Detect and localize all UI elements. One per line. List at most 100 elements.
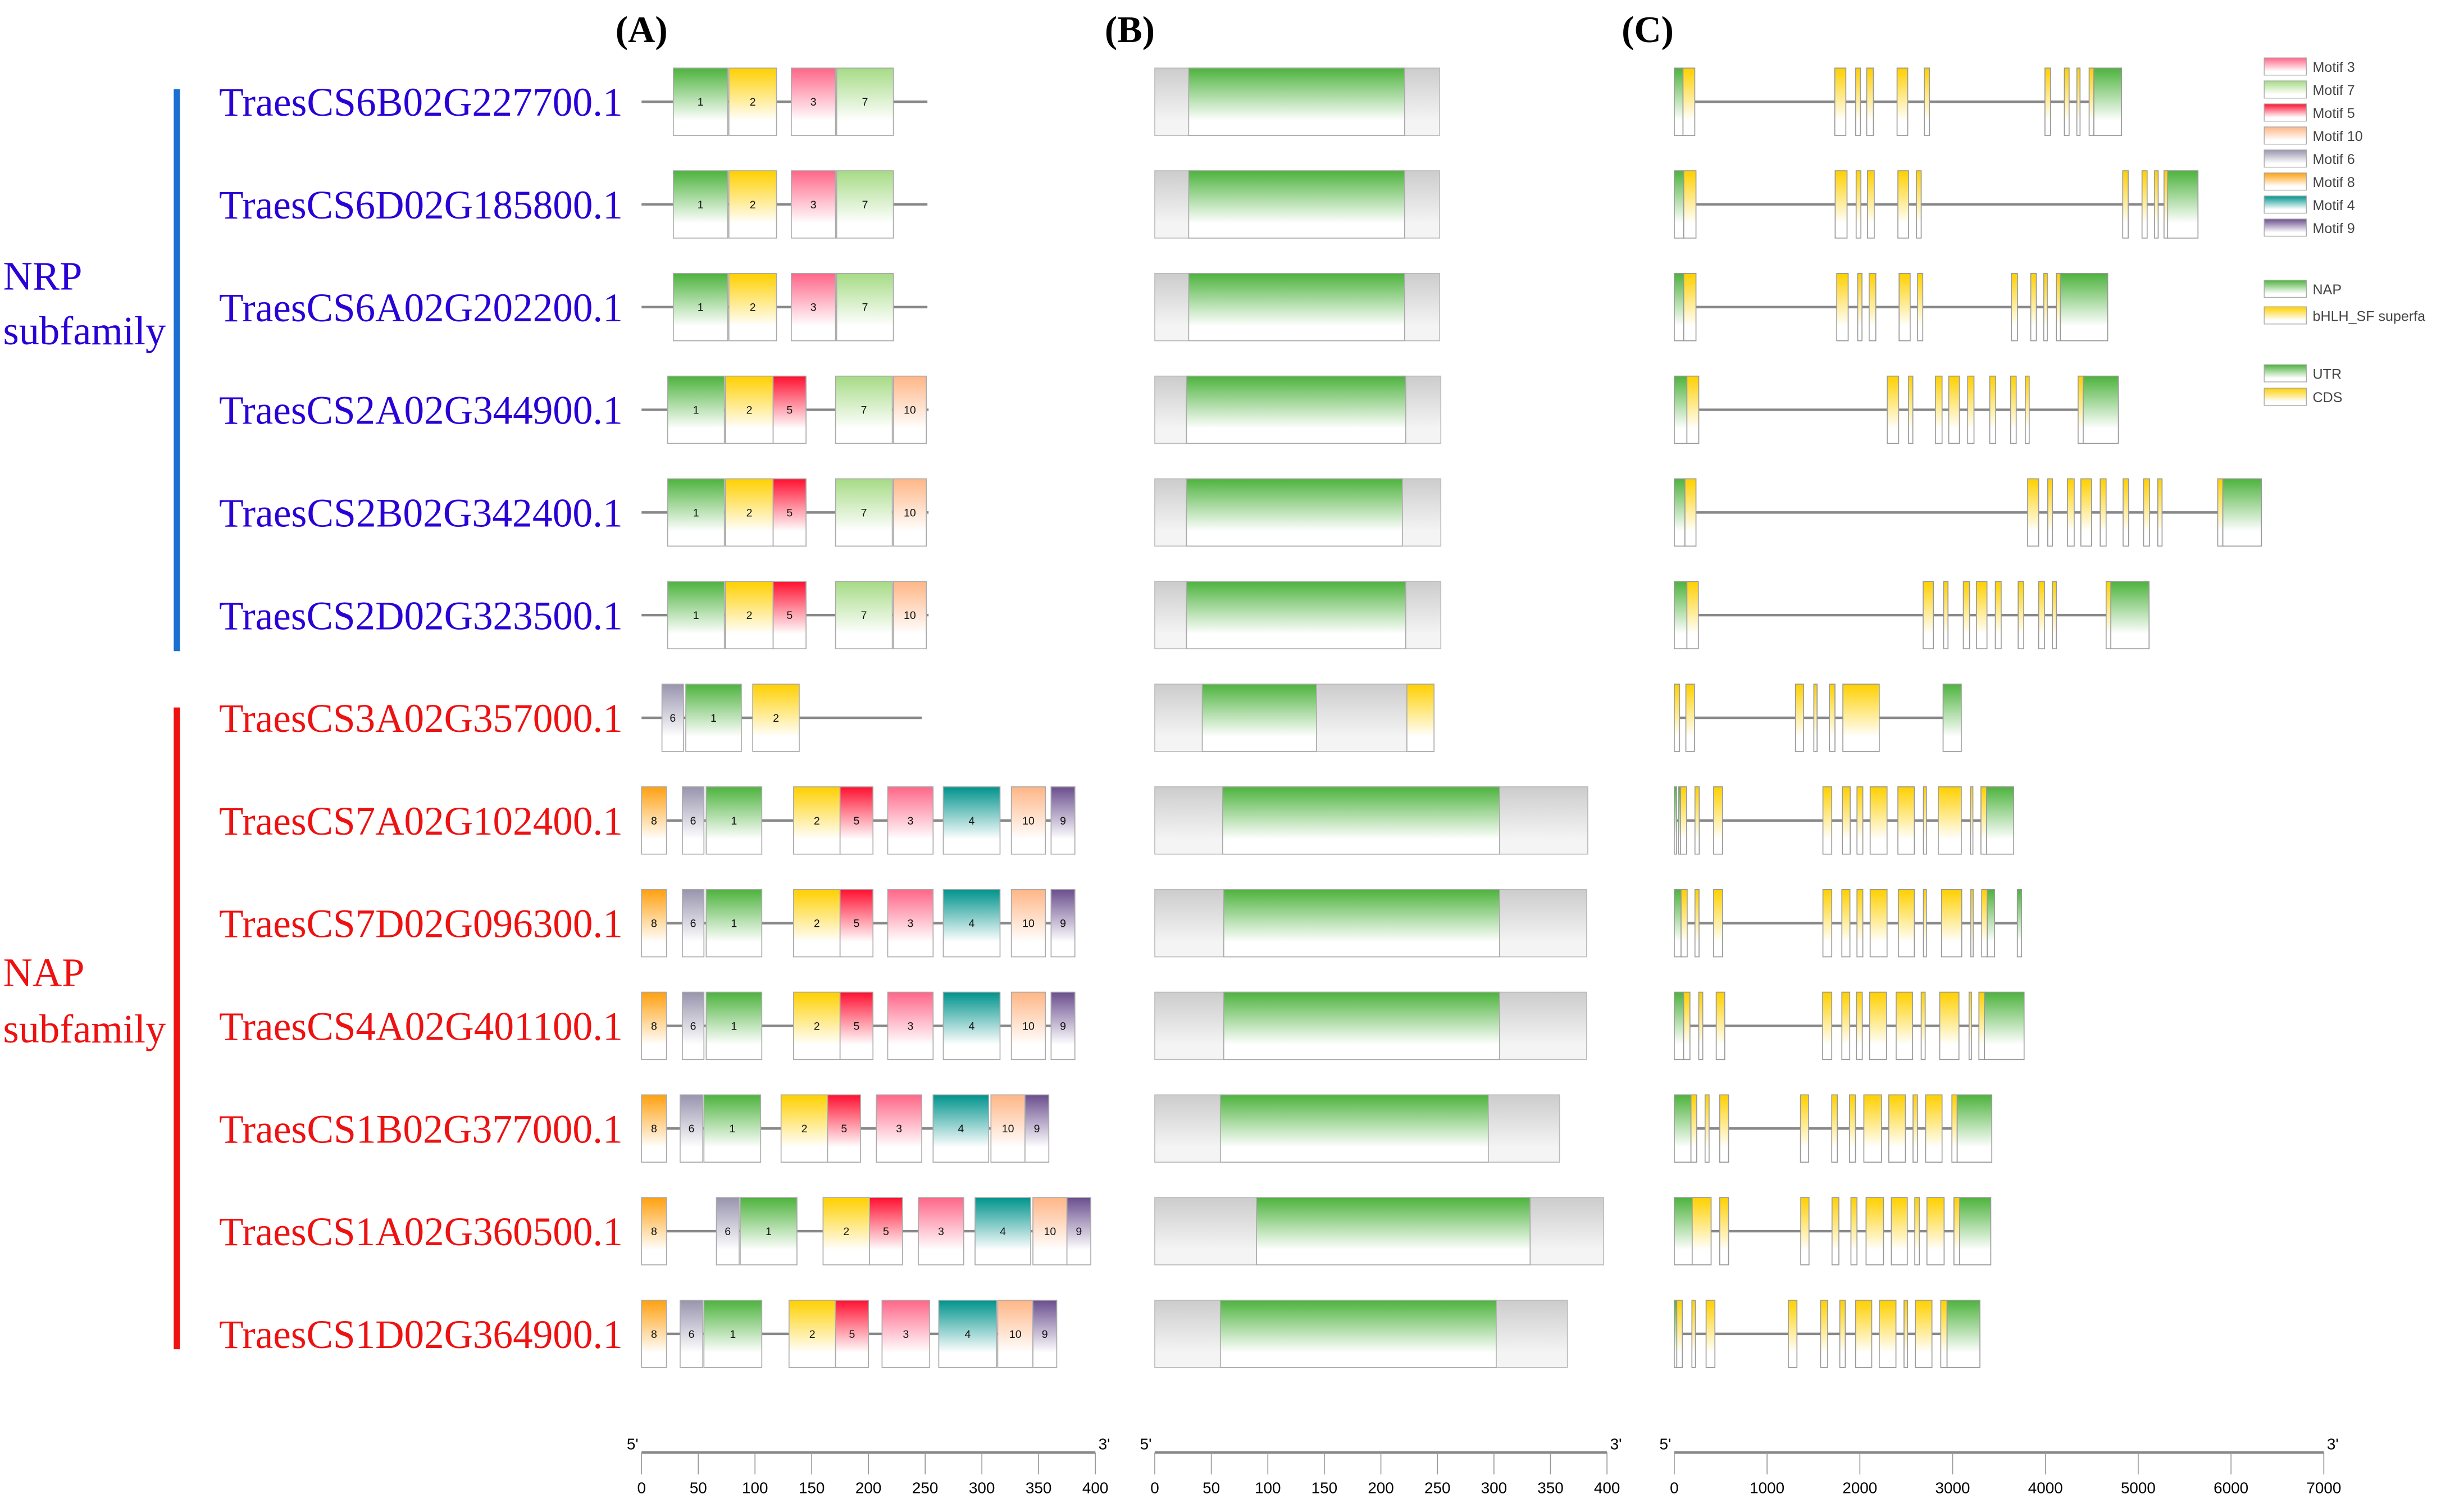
cds-exon [1684, 478, 1697, 547]
legend-label: Motif 5 [2313, 106, 2355, 121]
motif-number: 10 [1009, 1328, 1022, 1341]
legend: Motif 3 Motif 7 Motif 5 Motif 10 Motif 6 Moti… [2264, 57, 2425, 406]
motif-number: 7 [861, 507, 867, 519]
motif-1-box [667, 478, 725, 547]
motif-1-box [672, 170, 728, 239]
cds-exon [1914, 1197, 1920, 1265]
motif-7-box [836, 170, 894, 239]
cds-exon [1865, 1197, 1884, 1265]
legend-swatch [2264, 126, 2307, 145]
cds-exon [1869, 273, 1877, 341]
utr-exon [1674, 375, 1688, 444]
motif-number: 8 [651, 1328, 657, 1341]
motif-8-box [641, 786, 667, 855]
motif-number: 1 [731, 1020, 737, 1032]
motif-number: 4 [964, 1328, 971, 1341]
legend-motif-4: Motif 4 [2264, 195, 2355, 214]
utr-exon [1987, 889, 1996, 958]
scale-axes: 5' 3' 0 50 100 150 200 250 300 350 400 5' 3' 0 50 100 15… [627, 1436, 2342, 1497]
cds-exon [1690, 1094, 1697, 1163]
axis-end-label: 3' [1099, 1436, 1110, 1453]
legend-swatch [2264, 306, 2307, 325]
motif-1-box [703, 1094, 762, 1163]
motif-2-box [728, 273, 777, 341]
utr-exon [1674, 273, 1684, 341]
motif-2-box [793, 889, 841, 958]
motif-number: 7 [862, 302, 868, 314]
motif-number: 7 [862, 199, 868, 211]
axis-tick-label: 350 [1537, 1479, 1563, 1497]
motif-10-box [892, 478, 927, 547]
cds-exon [1924, 67, 1930, 136]
motif-5-box [772, 581, 807, 649]
axis-tick-label: 7000 [2306, 1479, 2341, 1497]
cds-exon [2105, 581, 2112, 649]
motif-2-box [725, 478, 774, 547]
cds-exon [2157, 478, 2163, 547]
nap-domain [1223, 889, 1500, 958]
cds-exon [1719, 1197, 1729, 1265]
nap-domain [1186, 375, 1406, 444]
cds-exon [1896, 991, 1913, 1060]
axis-tick-label: 300 [969, 1479, 995, 1497]
utr-exon [1674, 1197, 1693, 1265]
cds-exon [2141, 170, 2148, 239]
cds-exon [1948, 375, 1960, 444]
motif-7-box [835, 375, 893, 444]
motif-number: 3 [907, 918, 913, 930]
motif-3-box [790, 273, 836, 341]
motif-number: 4 [1000, 1226, 1006, 1238]
motif-7-box [835, 478, 893, 547]
gene-name: TraesCS7D02G096300.1 [219, 901, 623, 946]
cds-exon [2154, 170, 2159, 239]
nap-family-bar [174, 707, 180, 1350]
gene-name: TraesCS4A02G401100.1 [219, 1004, 623, 1049]
cds-exon [2123, 478, 2129, 547]
cds-exon [1970, 786, 1974, 855]
cds-exon [1891, 1197, 1908, 1265]
cds-exon [1834, 170, 1848, 239]
cds-exon [2038, 581, 2046, 649]
cds-exon [1855, 1300, 1873, 1368]
motif-6-box [682, 991, 705, 1060]
motif-1-box [705, 889, 763, 958]
motif-2-box [728, 170, 777, 239]
nap-family-label-line1: NAP [3, 950, 85, 995]
motif-number: 8 [651, 1020, 657, 1032]
axis-tick-label: 200 [1368, 1479, 1393, 1497]
motif-number: 7 [862, 96, 868, 108]
cds-exon [1715, 991, 1725, 1060]
cds-exon [1800, 1197, 1810, 1265]
cds-exon [1898, 889, 1915, 958]
cds-exon [1850, 1197, 1858, 1265]
motif-number: 3 [907, 1020, 913, 1032]
motif-number: 1 [729, 1123, 735, 1135]
gene-row: TraesCS7D02G096300.1 8 6 1 2 5 3 4 10 9 [219, 889, 2023, 958]
legend-motif-9: Motif 9 [2264, 218, 2355, 237]
cds-exon [2164, 170, 2169, 239]
axis-tick-label: 100 [1255, 1479, 1281, 1497]
nap-domain [1186, 478, 1403, 547]
panel-label-b: (B) [1105, 9, 1155, 51]
cds-exon [1940, 1300, 1948, 1368]
nap-domain [1219, 1094, 1489, 1163]
motif-9-box [1050, 889, 1076, 958]
motif-5-box [772, 375, 807, 444]
cds-exon [1867, 170, 1875, 239]
motif-9-box [1024, 1094, 1050, 1163]
axis-tick-label: 0 [1670, 1479, 1678, 1497]
axis-start-label: 5' [627, 1436, 639, 1453]
cds-exon [1686, 375, 1700, 444]
utr-exon [1674, 67, 1684, 136]
cds-exon [1842, 684, 1880, 752]
axis-tick-label: 150 [799, 1479, 825, 1497]
utr-exon [2222, 478, 2262, 547]
cds-exon [1896, 67, 1909, 136]
motif-number: 8 [651, 918, 657, 930]
motif-3-box [887, 786, 934, 855]
cds-exon [1683, 991, 1691, 1060]
gene-name: TraesCS1A02G360500.1 [219, 1209, 623, 1254]
motif-10-box [1010, 991, 1046, 1060]
cds-exon [1822, 991, 1833, 1060]
cds-exon [1800, 1094, 1809, 1163]
